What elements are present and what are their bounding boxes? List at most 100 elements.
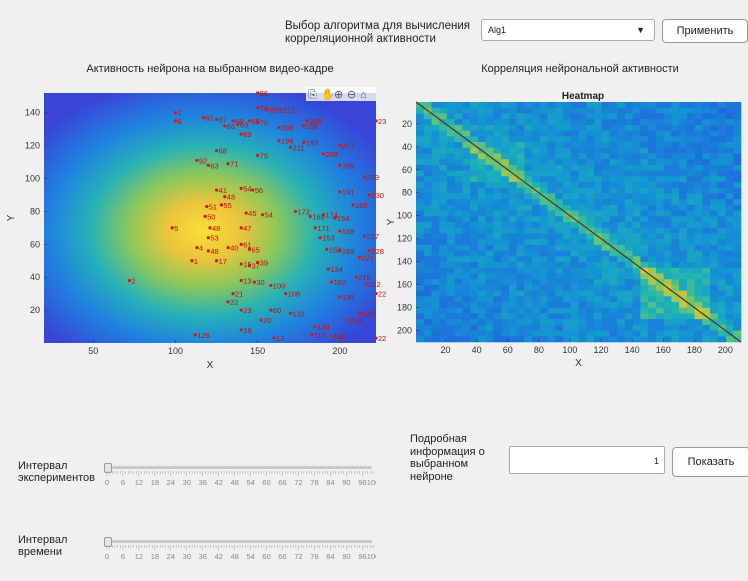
- neuron-point[interactable]: 19: [239, 326, 252, 335]
- apply-button[interactable]: Применить: [662, 19, 748, 43]
- neuron-point[interactable]: 76: [256, 104, 268, 113]
- neuron-point[interactable]: 17: [214, 257, 227, 266]
- neuron-point[interactable]: 5: [170, 224, 179, 233]
- neuron-point[interactable]: 61: [201, 114, 214, 123]
- neuron-point[interactable]: 158: [325, 245, 341, 254]
- neuron-point[interactable]: 67: [214, 115, 227, 124]
- neuron-point[interactable]: 198: [302, 122, 318, 131]
- neuron-point[interactable]: 75: [256, 152, 268, 161]
- neuron-point[interactable]: 134: [326, 265, 343, 274]
- neuron-point[interactable]: 185: [351, 201, 368, 210]
- neuron-point[interactable]: 207: [338, 142, 354, 151]
- neuron-point[interactable]: 2: [127, 277, 136, 286]
- neuron-point[interactable]: 47: [239, 224, 252, 233]
- show-button[interactable]: Показать: [672, 447, 748, 477]
- neuron-number-input[interactable]: 1: [509, 446, 665, 474]
- neuron-point[interactable]: 60: [269, 306, 281, 315]
- slider-thumb[interactable]: [104, 463, 112, 473]
- slider-thumb[interactable]: [104, 537, 112, 547]
- neuron-point[interactable]: 100: [269, 281, 285, 290]
- neuron-point[interactable]: 68: [231, 117, 243, 126]
- neuron-point[interactable]: 66: [223, 122, 235, 131]
- neuron-point[interactable]: 40: [226, 244, 238, 253]
- neuron-point[interactable]: 48: [206, 247, 219, 256]
- neuron-point[interactable]: 92: [195, 156, 207, 165]
- neuron-point[interactable]: 196: [277, 137, 294, 146]
- neuron-point[interactable]: 218: [346, 316, 363, 325]
- neuron-point[interactable]: 6: [173, 117, 182, 126]
- neuron-point[interactable]: 48: [208, 224, 220, 233]
- zoom-out-icon[interactable]: ⊖: [347, 89, 356, 101]
- neuron-point[interactable]: 228: [367, 247, 384, 256]
- neuron-point[interactable]: 168: [308, 212, 325, 221]
- neuron-point[interactable]: 39: [256, 258, 268, 267]
- neuron-point[interactable]: 212: [279, 105, 295, 114]
- neuron-point[interactable]: 41: [214, 186, 227, 195]
- algorithm-select[interactable]: Alg1 ▼: [481, 19, 655, 41]
- neuron-point[interactable]: 153: [318, 234, 335, 243]
- neuron-point[interactable]: 227: [362, 232, 379, 241]
- neuron-point[interactable]: 208: [277, 124, 294, 133]
- plot-toolbar[interactable]: ⎘ ✋ ⊕ ⊖ ⌂: [306, 87, 376, 101]
- neuron-point[interactable]: 23: [239, 306, 252, 315]
- neuron-point[interactable]: 202: [265, 105, 282, 114]
- slider-track[interactable]: [106, 540, 372, 543]
- home-icon[interactable]: ⌂: [360, 89, 367, 101]
- neuron-point[interactable]: 229: [362, 173, 379, 182]
- neuron-point[interactable]: 63: [236, 120, 248, 129]
- neuron-point[interactable]: 53: [206, 234, 219, 243]
- neuron-point[interactable]: 206: [305, 117, 321, 126]
- neuron-point[interactable]: 125: [193, 331, 210, 340]
- neuron-point[interactable]: 30: [252, 278, 265, 287]
- neuron-point[interactable]: 65: [247, 245, 260, 254]
- neuron-point[interactable]: 172: [293, 207, 310, 216]
- neuron-point[interactable]: 108: [284, 290, 300, 299]
- neuron-point[interactable]: 56: [251, 186, 263, 195]
- neuron-point[interactable]: 220: [357, 309, 374, 318]
- neuron-point[interactable]: 20: [259, 316, 271, 325]
- neuron-point[interactable]: 211: [288, 143, 305, 152]
- neuron-point[interactable]: 4: [195, 244, 203, 253]
- neuron-point[interactable]: 69: [239, 130, 252, 139]
- neuron-point[interactable]: 182: [330, 278, 346, 287]
- neuron-point[interactable]: 154: [333, 214, 349, 223]
- neuron-point[interactable]: 193: [302, 138, 318, 147]
- neuron-point[interactable]: 117: [310, 331, 326, 340]
- neuron-point[interactable]: 68: [214, 147, 227, 156]
- neuron-point[interactable]: 183: [338, 247, 354, 256]
- neuron-point[interactable]: 134: [313, 323, 330, 332]
- neuron-point[interactable]: 171: [313, 224, 330, 233]
- experiment-interval-slider[interactable]: 06121824303642485460667278849096100: [104, 462, 376, 492]
- pan-hand-icon[interactable]: ✋: [321, 88, 335, 101]
- neuron-point[interactable]: 199: [338, 161, 354, 170]
- neuron-point[interactable]: 54: [239, 184, 252, 193]
- neuron-point[interactable]: 21: [231, 290, 243, 299]
- correlation-heatmap-plot[interactable]: Heatmap 20 40 60 80 100 120 140 160 180 200204060…: [386, 80, 748, 380]
- neuron-point[interactable]: 45: [244, 209, 257, 218]
- neuron-point[interactable]: 22: [374, 290, 386, 299]
- neuron-point[interactable]: 55: [247, 117, 260, 126]
- neuron-point[interactable]: 63: [206, 161, 219, 170]
- neuron-point[interactable]: 51: [205, 202, 217, 211]
- neuron-point[interactable]: 50: [203, 212, 215, 221]
- neuron-point[interactable]: 221: [357, 253, 374, 262]
- neuron-point[interactable]: 48: [223, 193, 235, 202]
- zoom-in-icon[interactable]: ⊕: [334, 89, 343, 101]
- neuron-point[interactable]: 219: [354, 273, 371, 282]
- neuron-point[interactable]: 131: [288, 309, 305, 318]
- neuron-point[interactable]: 139: [338, 293, 354, 302]
- neuron-point[interactable]: 12: [272, 334, 284, 343]
- neuron-point[interactable]: 23: [374, 117, 386, 126]
- neuron-point[interactable]: 61: [239, 240, 252, 249]
- neuron-point[interactable]: 1: [190, 257, 198, 266]
- export-icon[interactable]: ⎘: [308, 89, 317, 101]
- neuron-point[interactable]: 209: [321, 150, 338, 159]
- neuron-point[interactable]: 96: [256, 89, 268, 98]
- neuron-point[interactable]: 189: [338, 227, 354, 236]
- neuron-point[interactable]: 230: [367, 191, 384, 200]
- neuron-point[interactable]: 15: [239, 260, 252, 269]
- slider-track[interactable]: [106, 466, 372, 469]
- neuron-point[interactable]: 71: [226, 160, 238, 169]
- neuron-point[interactable]: 54: [260, 211, 273, 220]
